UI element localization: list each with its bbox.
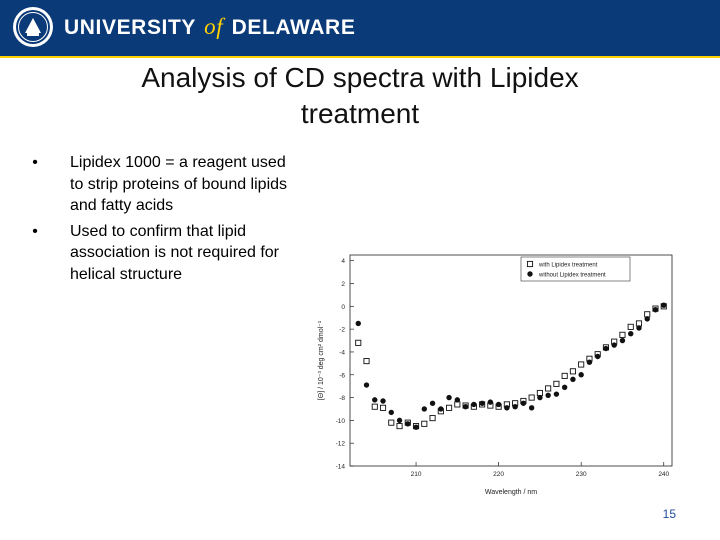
data-point-with-lipidex [644,311,651,318]
data-point-without-lipidex [363,382,370,388]
y-tick-label: -8 [339,395,345,402]
data-point-without-lipidex [652,307,659,313]
bullet-list: • Lipidex 1000 = a reagent used to strip… [30,152,300,289]
x-tick-label: 210 [411,471,422,478]
data-point-with-lipidex [371,403,378,410]
data-point-with-lipidex [569,368,576,375]
data-point-without-lipidex [380,398,386,404]
data-point-with-lipidex [454,401,461,408]
data-point-without-lipidex [487,399,494,405]
data-point-with-lipidex [561,372,568,379]
data-point-without-lipidex [661,302,667,308]
legend-marker [526,260,534,268]
data-point-with-lipidex [446,404,453,411]
bullet-marker: • [32,222,38,240]
y-tick-label: -10 [336,418,346,425]
y-tick-label: -4 [339,349,345,356]
plot-frame [349,254,673,467]
bullet-item: • Used to confirm that lipid association… [30,221,300,286]
data-point-without-lipidex [603,345,609,352]
data-point-with-lipidex [421,420,428,427]
data-point-without-lipidex [388,409,394,416]
data-point-without-lipidex [561,384,568,391]
data-point-with-lipidex [553,380,560,387]
data-point-with-lipidex [379,404,387,411]
data-point-without-lipidex [429,400,436,406]
cd-spectra-chart: 4 2 0 -2 -4 -6 -8 -10 -12 -14 210 220 230 240 Waveleng… [318,254,673,496]
wordmark-part-1: UNIVERSITY [64,16,196,39]
data-point-without-lipidex [570,376,576,383]
data-point-without-lipidex [495,401,502,408]
x-tick-label: 240 [658,471,669,478]
y-tick-label: -6 [339,372,345,379]
data-point-without-lipidex [611,342,617,348]
legend-label: with Lipidex treatment [538,262,598,268]
data-point-with-lipidex [355,339,362,346]
data-point-without-lipidex [512,403,518,410]
bullet-item: • Lipidex 1000 = a reagent used to strip… [30,152,300,217]
data-point-without-lipidex [644,316,650,322]
wordmark-part-2: DELAWARE [231,16,356,39]
university-seal-icon [13,7,53,47]
data-point-without-lipidex [619,337,626,344]
data-point-without-lipidex [586,359,593,365]
data-point-with-lipidex [578,361,585,368]
y-axis-label: [Θ] / 10⁻³ deg cm² dmol⁻¹ [318,320,325,400]
data-point-without-lipidex [545,392,551,398]
data-point-with-lipidex [429,415,436,422]
university-wordmark: UNIVERSITY of DELAWARE [64,14,355,40]
y-tick-label: 4 [341,258,345,265]
data-point-without-lipidex [355,320,361,327]
bullet-marker: • [32,154,38,171]
data-point-without-lipidex [405,421,411,427]
data-point-without-lipidex [446,394,452,401]
legend-label: without Lipidex treatment [538,272,606,278]
x-tick-label: 220 [493,471,504,478]
data-point-without-lipidex [636,325,642,331]
data-point-with-lipidex [635,320,643,327]
legend-marker [527,271,533,277]
y-tick-label: 0 [341,304,345,311]
data-point-without-lipidex [413,424,419,430]
data-point-without-lipidex [578,372,584,378]
data-point-without-lipidex [553,391,560,397]
data-point-without-lipidex [372,397,378,403]
slide-title: Analysis of CD spectra with Lipidex trea… [141,62,579,129]
data-point-without-lipidex [479,400,485,406]
data-point-with-lipidex [619,331,626,338]
y-tick-label: -2 [339,327,345,334]
data-point-with-lipidex [536,389,543,397]
data-point-with-lipidex [545,385,552,392]
data-point-without-lipidex [537,394,543,401]
bullet-text: Lipidex 1000 = a reagent used to strip p… [70,154,288,214]
page-number: 15 [662,507,676,521]
data-point-without-lipidex [421,406,428,412]
data-point-without-lipidex [504,405,510,411]
data-point-with-lipidex [528,394,535,401]
y-tick-label: -14 [336,464,346,471]
data-point-without-lipidex [594,353,601,360]
data-point-without-lipidex [520,400,527,406]
legend-box [520,256,631,282]
header-bar: UNIVERSITY of DELAWARE [0,0,720,56]
header-accent-rule [0,56,720,58]
x-axis-label: Wavelength / nm [485,489,537,496]
data-point-without-lipidex [462,403,469,410]
bullet-text: Used to confirm that lipid association i… [70,222,279,283]
data-point-without-lipidex [471,401,477,408]
data-point-with-lipidex [627,323,634,330]
data-point-without-lipidex [528,405,535,411]
data-point-with-lipidex [388,419,395,426]
data-point-without-lipidex [628,330,634,337]
y-tick-label: 2 [341,281,345,288]
x-tick-label: 230 [576,471,587,478]
data-point-without-lipidex [438,406,444,412]
y-tick-label: -12 [336,441,346,448]
data-point-without-lipidex [454,397,461,403]
data-point-with-lipidex [396,423,403,430]
data-point-with-lipidex [363,358,370,365]
wordmark-of: of [204,14,224,39]
data-point-without-lipidex [396,417,403,424]
